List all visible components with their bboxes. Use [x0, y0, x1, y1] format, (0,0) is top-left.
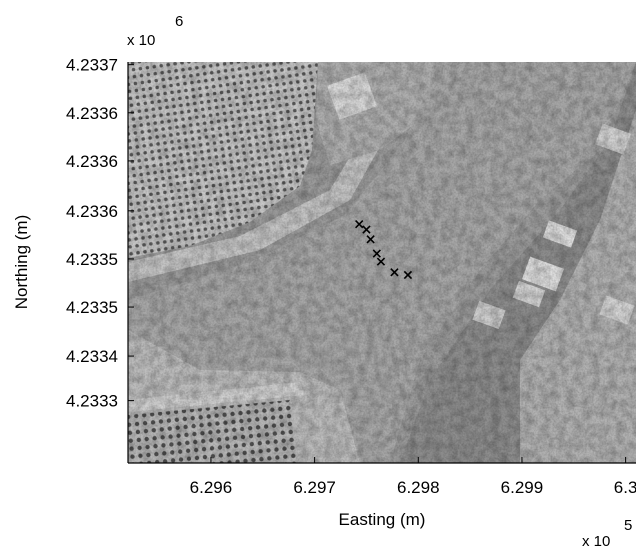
y-axis-label: Northing (m)	[12, 215, 31, 309]
y-multiplier-exponent: 6	[175, 13, 183, 30]
data-point-marker	[362, 225, 371, 234]
y-tick-label: 4.2334	[66, 347, 118, 366]
y-tick-label: 4.2335	[66, 250, 118, 269]
x-tick-label: 6.299	[501, 478, 544, 497]
data-point-marker	[376, 257, 386, 266]
x-tick-label: 6.296	[190, 478, 233, 497]
y-multiplier-base: x 10	[127, 32, 155, 49]
data-point-marker	[390, 268, 399, 277]
y-tick-label: 4.2335	[66, 298, 118, 317]
y-tick-label: 4.2336	[66, 104, 118, 123]
y-tick-label: 4.2336	[66, 152, 118, 171]
data-point-marker	[403, 270, 413, 280]
marker-layer	[355, 220, 413, 280]
y-axis-ticks: 4.2333 4.2334 4.2335 4.2335 4.2336 4.2336 4.23…	[66, 56, 134, 411]
x-tick-label: 6.3	[614, 478, 636, 497]
x-tick-label: 6.298	[397, 478, 440, 497]
y-tick-label: 4.2337	[66, 56, 118, 75]
data-point-marker	[366, 235, 375, 244]
y-tick-label: 4.2336	[66, 202, 118, 221]
data-point-marker	[355, 220, 364, 229]
x-multiplier-base: x 10	[582, 533, 610, 550]
data-point-marker	[372, 249, 381, 258]
x-multiplier-exponent: 5	[624, 517, 632, 534]
axes-frame	[127, 62, 636, 464]
x-tick-label: 6.297	[293, 478, 336, 497]
x-axis-label: Easting (m)	[339, 510, 426, 529]
x-axis-ticks: 6.296 6.297 6.298 6.299 6.3	[190, 457, 636, 497]
y-tick-label: 4.2333	[66, 392, 118, 411]
